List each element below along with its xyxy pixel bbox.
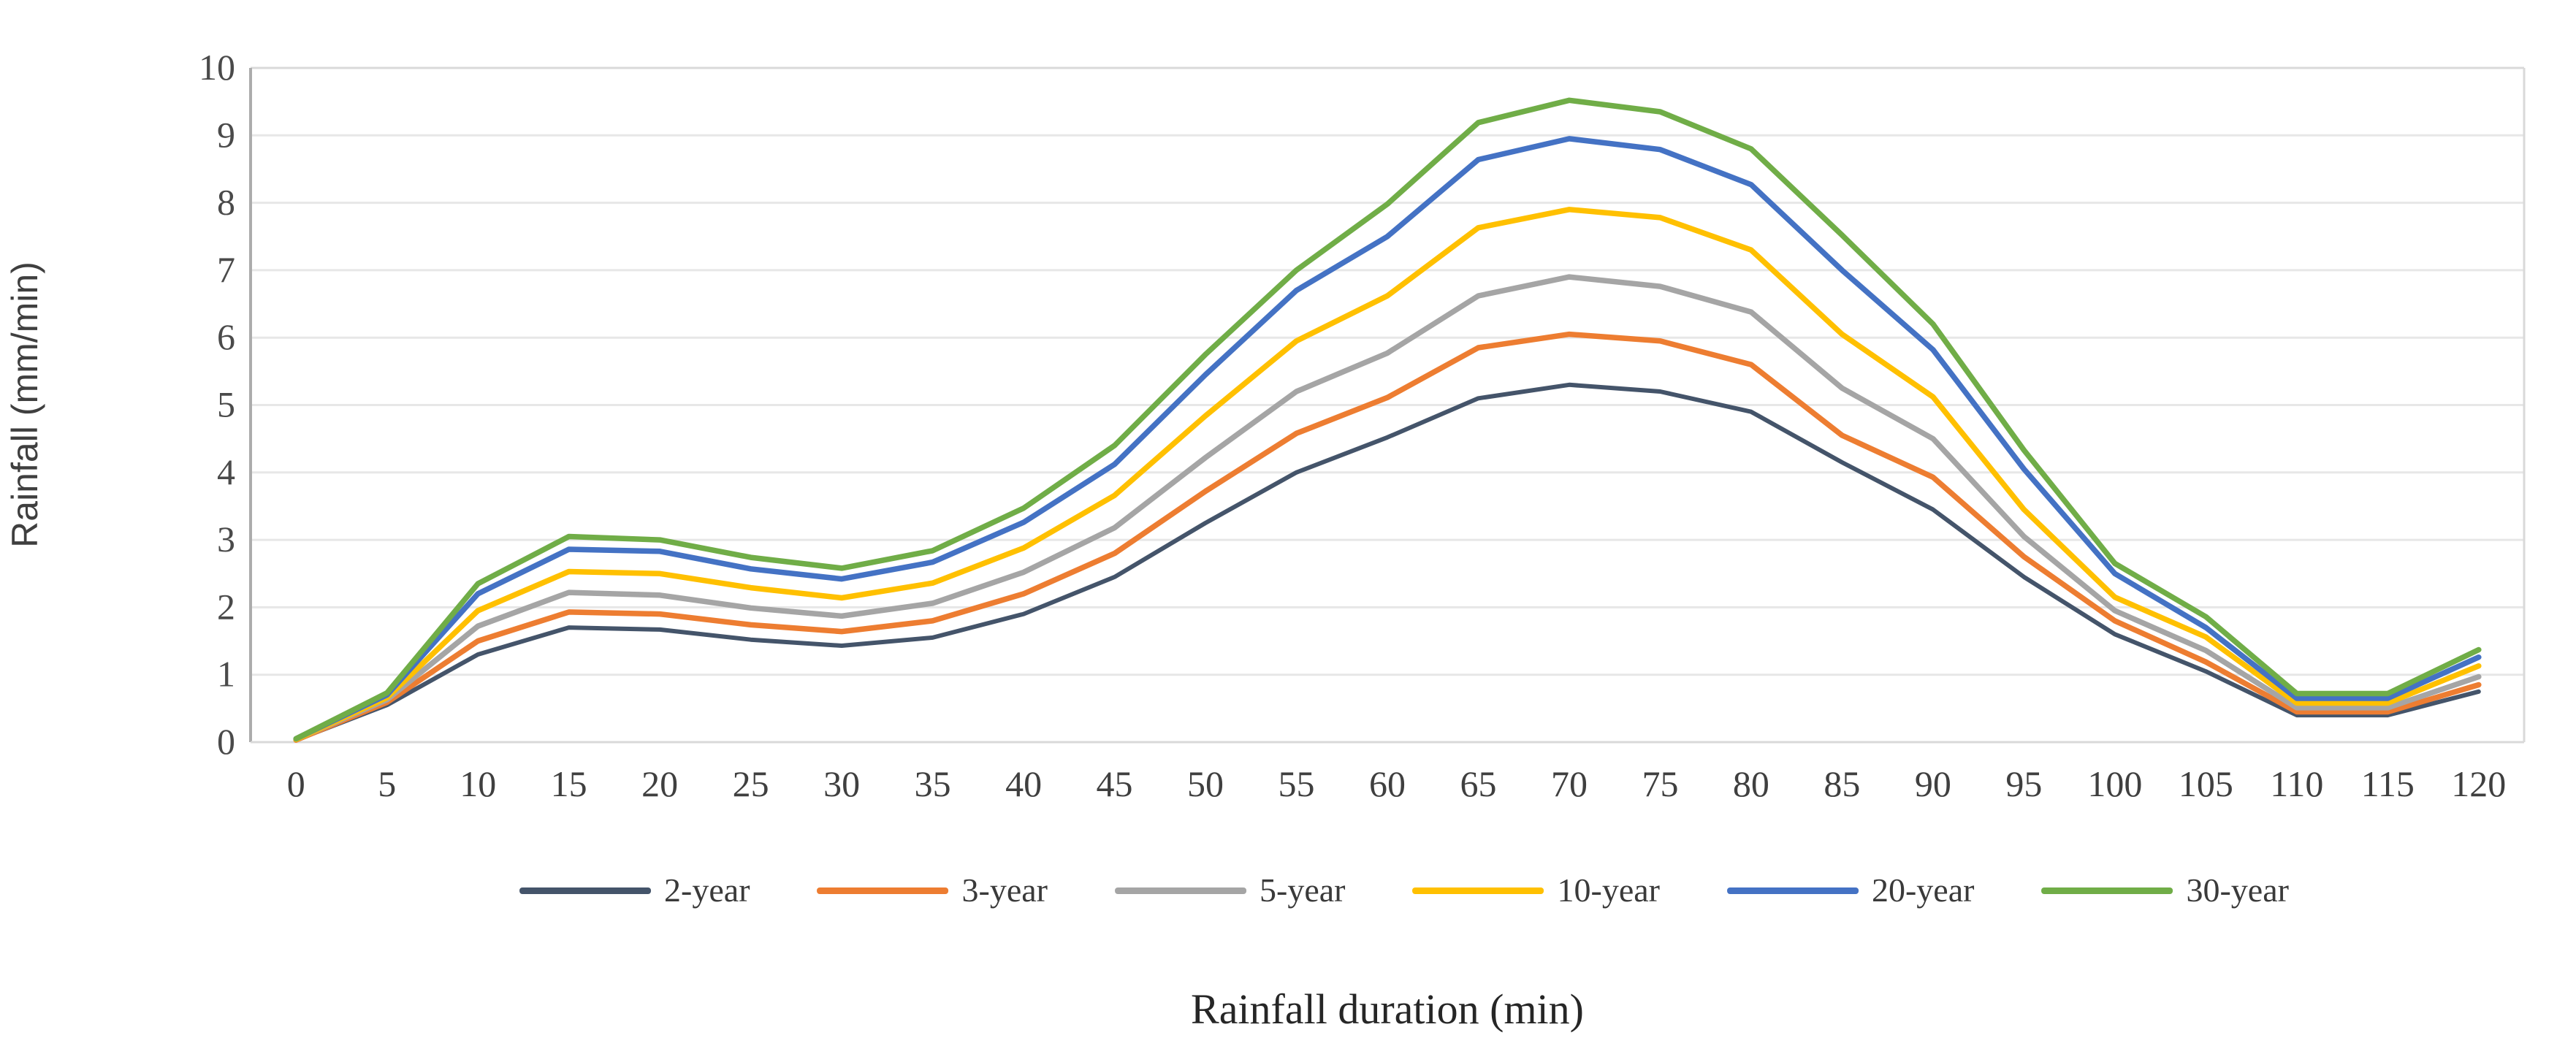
- x-tick-label-90: 90: [1915, 763, 1951, 804]
- legend-item-5-year: 5-year: [1115, 871, 1346, 909]
- series-line-20-year: [293, 136, 2482, 742]
- legend-item-2-year: 2-year: [519, 874, 750, 907]
- x-tick-label-35: 35: [915, 763, 951, 804]
- x-tick-label-100: 100: [2087, 763, 2142, 804]
- series-line-3-year: [293, 331, 2482, 743]
- legend-label: 2-year: [664, 871, 750, 909]
- x-tick-label-50: 50: [1187, 763, 1224, 804]
- x-tick-label-65: 65: [1460, 763, 1496, 804]
- legend-swatch-20-year: [1726, 887, 1859, 894]
- y-tick-label-0: 0: [217, 721, 235, 762]
- y-tick-label-5: 5: [217, 384, 235, 425]
- x-tick-label-75: 75: [1642, 763, 1678, 804]
- legend-label: 10-year: [1557, 871, 1660, 909]
- series-line-2-year: [294, 382, 2481, 743]
- x-tick-label-15: 15: [551, 763, 587, 804]
- y-tick-label-4: 4: [217, 451, 235, 492]
- y-tick-label-2: 2: [217, 586, 235, 627]
- x-tick-label-115: 115: [2361, 763, 2415, 804]
- x-tick-label-30: 30: [823, 763, 860, 804]
- x-tick-label-5: 5: [378, 763, 396, 804]
- legend-swatch-30-year: [2041, 887, 2173, 894]
- y-tick-label-10: 10: [199, 47, 235, 88]
- legend-swatch-5-year: [1115, 887, 1247, 894]
- y-tick-label-6: 6: [217, 316, 235, 357]
- y-tick-label-3: 3: [217, 519, 235, 560]
- x-tick-label-45: 45: [1097, 763, 1133, 804]
- x-tick-label-85: 85: [1824, 763, 1860, 804]
- y-axis-title: Rainfall (mm/min): [4, 262, 45, 548]
- x-tick-label-0: 0: [287, 763, 305, 804]
- legend-item-10-year: 10-year: [1412, 871, 1660, 909]
- legend-swatch-3-year: [817, 887, 949, 894]
- series-line-30-year: [293, 97, 2482, 742]
- y-tick-label-8: 8: [217, 182, 235, 223]
- y-tick-label-9: 9: [217, 114, 235, 155]
- x-tick-label-95: 95: [2005, 763, 2042, 804]
- x-tick-label-105: 105: [2179, 763, 2233, 804]
- x-tick-label-25: 25: [733, 763, 769, 804]
- x-tick-label-110: 110: [2270, 763, 2323, 804]
- legend-label: 3-year: [961, 871, 1048, 909]
- legend-swatch-2-year: [519, 887, 652, 894]
- series-line-5-year: [293, 274, 2482, 743]
- series-line-10-year: [293, 207, 2482, 743]
- x-tick-label-40: 40: [1005, 763, 1042, 804]
- x-tick-label-10: 10: [460, 763, 496, 804]
- legend-label: 30-year: [2186, 871, 2289, 909]
- legend-item-30-year: 30-year: [2041, 871, 2289, 909]
- legend: 2-year 3-year 5-year 10-year 20-year 30-year: [486, 874, 2322, 907]
- x-tick-label-55: 55: [1279, 763, 1315, 804]
- legend-label: 5-year: [1260, 871, 1346, 909]
- x-tick-label-120: 120: [2451, 763, 2506, 804]
- legend-label: 20-year: [1871, 871, 1975, 909]
- legend-swatch-10-year: [1412, 887, 1544, 894]
- x-axis-title: Rainfall duration (min): [1191, 985, 1584, 1033]
- legend-item-20-year: 20-year: [1726, 871, 1975, 909]
- y-tick-label-1: 1: [217, 654, 235, 695]
- x-tick-label-20: 20: [641, 763, 678, 804]
- x-tick-label-80: 80: [1733, 763, 1769, 804]
- x-tick-label-70: 70: [1551, 763, 1588, 804]
- y-tick-label-7: 7: [217, 249, 235, 290]
- legend-item-3-year: 3-year: [817, 871, 1048, 909]
- x-tick-label-60: 60: [1369, 763, 1406, 804]
